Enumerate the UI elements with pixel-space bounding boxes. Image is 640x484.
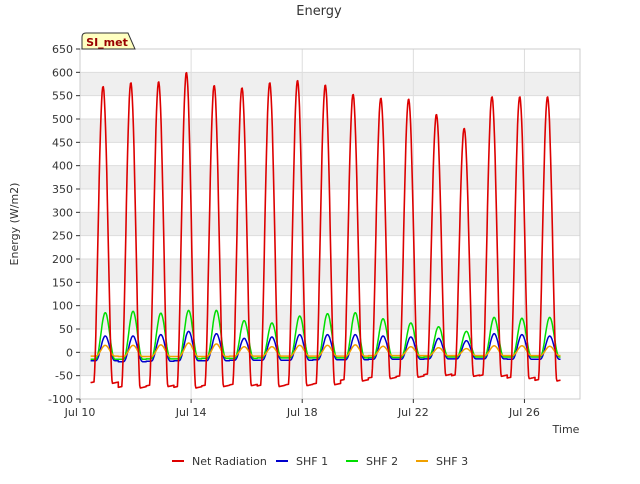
x-tick-label: Jul 14 bbox=[175, 406, 207, 419]
y-tick-label: 350 bbox=[52, 183, 73, 196]
y-tick-label: 400 bbox=[52, 160, 73, 173]
site-label-box bbox=[81, 32, 136, 50]
background-band bbox=[80, 119, 580, 143]
legend-label: SHF 3 bbox=[436, 455, 468, 468]
background-band bbox=[80, 259, 580, 283]
y-tick-label: 100 bbox=[52, 300, 73, 313]
y-tick-label: -100 bbox=[48, 393, 73, 406]
y-tick-label: 50 bbox=[59, 323, 73, 336]
y-tick-label: 550 bbox=[52, 90, 73, 103]
y-tick-label: 250 bbox=[52, 230, 73, 243]
y-tick-label: 300 bbox=[52, 206, 73, 219]
x-tick-label: Jul 26 bbox=[508, 406, 540, 419]
y-tick-label: -50 bbox=[55, 370, 73, 383]
site-label-text: SI_met bbox=[86, 36, 128, 49]
x-tick-label: Jul 18 bbox=[286, 406, 318, 419]
legend-label: SHF 2 bbox=[366, 455, 398, 468]
legend-label: Net Radiation bbox=[192, 455, 267, 468]
series-line-net-radiation bbox=[90, 71, 561, 389]
legend-label: SHF 1 bbox=[296, 455, 328, 468]
y-tick-label: 150 bbox=[52, 276, 73, 289]
legend: Net Radiation SHF 1 SHF 2 SHF 3 bbox=[172, 455, 468, 468]
y-tick-label: 450 bbox=[52, 136, 73, 149]
y-tick-label: 0 bbox=[66, 346, 73, 359]
site-label-badge: SI_met bbox=[81, 32, 136, 50]
y-tick-label: 600 bbox=[52, 66, 73, 79]
x-tick-label: Jul 22 bbox=[397, 406, 429, 419]
x-axis-label: Time bbox=[552, 423, 580, 436]
plot-frame bbox=[79, 48, 581, 400]
y-axis-label: Energy (W/m2) bbox=[8, 183, 21, 266]
y-tick-label: 500 bbox=[52, 113, 73, 126]
x-tick-label: Jul 10 bbox=[64, 406, 96, 419]
background-band bbox=[80, 72, 580, 96]
series-line-shf-1 bbox=[90, 330, 561, 363]
chart-title: Energy bbox=[296, 4, 342, 19]
y-tick-label: 650 bbox=[52, 43, 73, 56]
y-tick-label: 200 bbox=[52, 253, 73, 266]
background-band bbox=[80, 165, 580, 189]
series-line-shf-3 bbox=[90, 342, 561, 358]
